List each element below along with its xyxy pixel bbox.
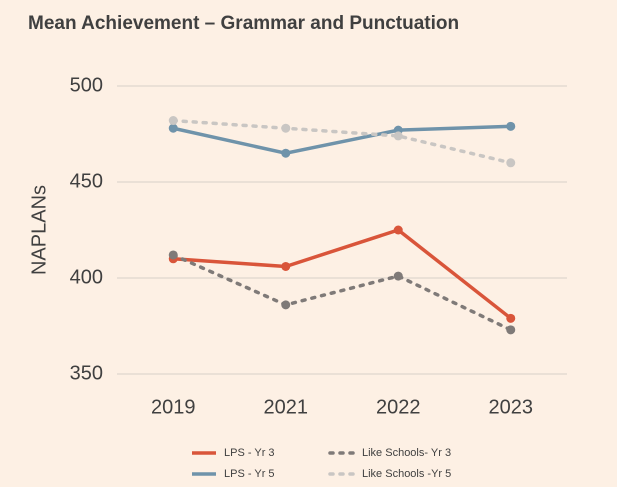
series-line [173,228,512,320]
series-line [171,118,513,165]
data-point [506,158,516,168]
legend-label: LPS - Yr 5 [224,468,275,480]
y-tick-label: 450 [70,170,103,192]
legend-label: Like Schools -Yr 5 [362,468,451,480]
data-point [168,116,178,126]
x-tick-label: 2023 [489,396,534,418]
y-tick-label: 400 [70,266,103,288]
y-axis-label: NAPLANs [28,185,50,275]
data-point [506,121,516,131]
y-tick-label: 500 [70,74,103,96]
x-tick-label: 2019 [151,396,196,418]
data-point [506,313,516,323]
series-line [171,253,513,332]
legend-label: Like Schools- Yr 3 [362,447,451,459]
legend-label: LPS - Yr 3 [224,447,275,459]
data-point [281,148,291,158]
data-point [281,123,291,133]
data-point [393,271,403,281]
data-point [393,225,403,235]
series-line [172,124,511,155]
x-tick-label: 2021 [264,396,309,418]
chart-title: Mean Achievement – Grammar and Punctuati… [28,13,459,34]
x-tick-label: 2022 [376,396,421,418]
y-tick-label: 350 [70,362,103,384]
data-point [506,325,516,335]
data-point [281,261,291,271]
data-point [393,131,403,141]
data-point [281,300,291,310]
data-point [168,123,178,133]
data-point [168,250,178,260]
